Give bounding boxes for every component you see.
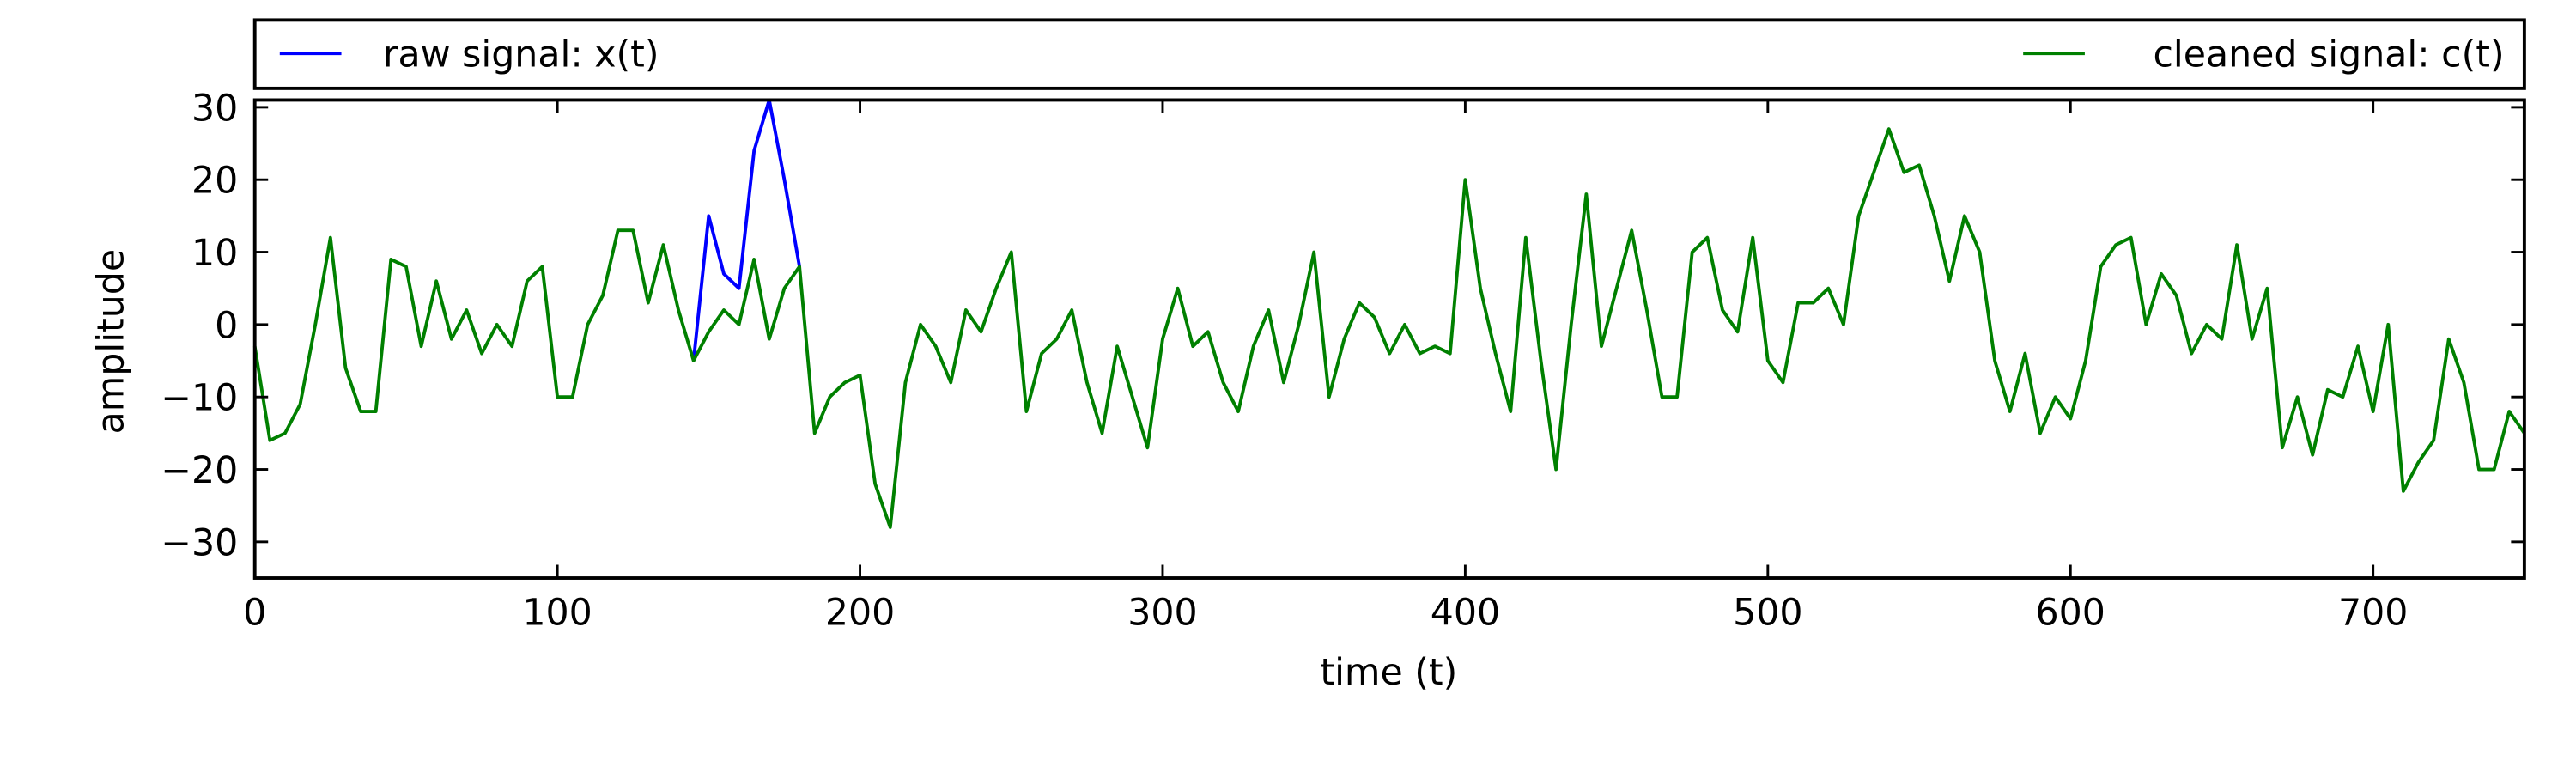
y-tick-label: 0	[215, 304, 238, 347]
plot-frame	[252, 98, 2526, 580]
y-tick-label: 20	[191, 160, 238, 203]
x-tick-label: 700	[2338, 591, 2408, 634]
y-tick-label: −10	[161, 377, 238, 420]
x-tick-label: 400	[1431, 591, 1500, 634]
y-axis-label: amplitude	[90, 249, 133, 435]
x-tick-label: 200	[825, 591, 895, 634]
y-tick-label: 10	[191, 232, 238, 275]
line	[252, 127, 2526, 529]
x-tick-label: 300	[1127, 591, 1197, 634]
y-tick-label: −30	[161, 521, 238, 564]
y-tick-label: 30	[191, 87, 238, 130]
line	[691, 98, 801, 362]
x-tick-label: 100	[522, 591, 592, 634]
legend-label: cleaned signal: c(t)	[2153, 33, 2504, 76]
y-tick-label: −20	[161, 449, 238, 492]
legend-box	[252, 18, 2526, 90]
legend-label: raw signal: x(t)	[383, 33, 659, 76]
x-tick-label: 600	[2036, 591, 2105, 634]
x-axis-label: time (t)	[1320, 651, 1457, 694]
x-tick-label: 500	[1733, 591, 1802, 634]
x-tick-label: 0	[243, 591, 266, 634]
